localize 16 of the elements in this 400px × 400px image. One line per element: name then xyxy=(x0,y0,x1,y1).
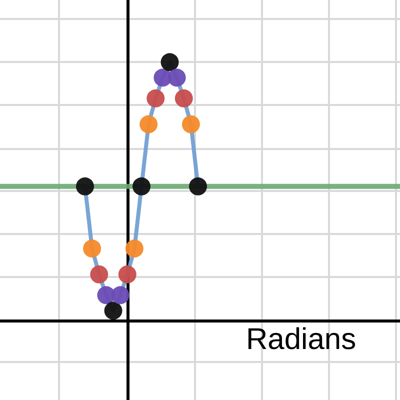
point xyxy=(174,89,193,108)
point xyxy=(125,240,144,258)
point xyxy=(182,115,200,134)
point xyxy=(118,265,136,284)
point xyxy=(111,286,130,304)
point xyxy=(146,89,165,108)
point xyxy=(140,115,158,134)
point xyxy=(104,302,122,320)
point xyxy=(160,53,179,72)
point xyxy=(76,177,94,196)
point xyxy=(132,177,150,196)
point xyxy=(83,240,102,258)
point xyxy=(168,68,186,87)
point xyxy=(189,177,207,196)
point xyxy=(90,265,108,284)
x-axis-title: Radians xyxy=(246,323,356,357)
